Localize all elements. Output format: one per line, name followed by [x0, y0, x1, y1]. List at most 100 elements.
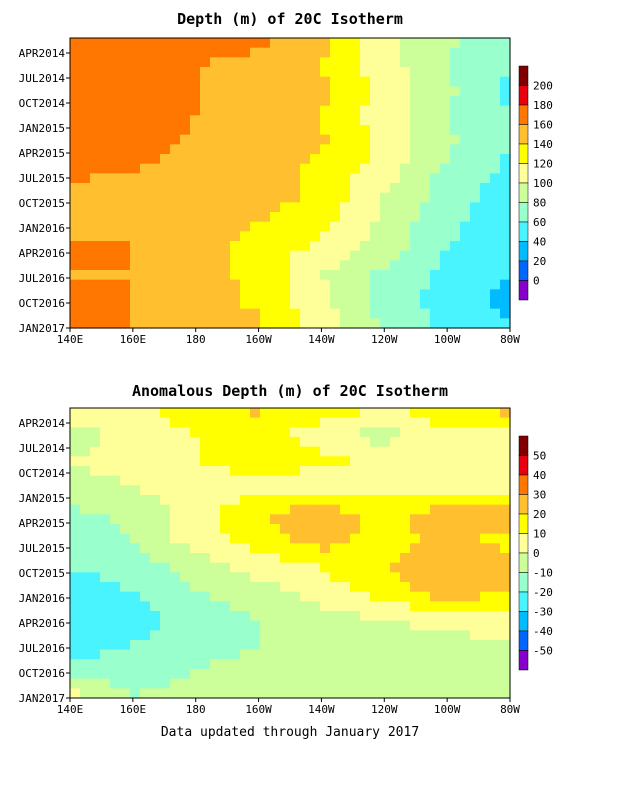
- field-cell: [490, 620, 501, 631]
- field-cell: [200, 134, 211, 145]
- field-cell: [130, 630, 141, 641]
- field-cell: [260, 562, 271, 573]
- field-cell: [110, 279, 121, 290]
- field-cell: [130, 640, 141, 651]
- field-cell: [310, 86, 321, 97]
- field-cell: [170, 202, 181, 213]
- field-cell: [360, 279, 371, 290]
- field-cell: [100, 659, 111, 670]
- field-cell: [120, 67, 131, 78]
- field-cell: [290, 134, 301, 145]
- field-cell: [410, 437, 421, 448]
- field-cell: [350, 466, 361, 477]
- field-cell: [400, 154, 411, 165]
- field-cell: [70, 659, 81, 670]
- field-cell: [320, 533, 331, 544]
- field-cell: [320, 279, 331, 290]
- field-cell: [190, 601, 201, 612]
- field-cell: [350, 183, 361, 194]
- field-cell: [500, 611, 511, 622]
- field-cell: [70, 591, 81, 602]
- field-cell: [300, 57, 311, 68]
- field-cell: [270, 38, 281, 49]
- field-cell: [170, 183, 181, 194]
- field-cell: [330, 417, 341, 428]
- field-cell: [450, 620, 461, 631]
- field-cell: [430, 572, 441, 583]
- field-cell: [460, 279, 471, 290]
- field-cell: [190, 591, 201, 602]
- field-cell: [400, 221, 411, 232]
- field-cell: [240, 553, 251, 564]
- field-cell: [190, 495, 201, 506]
- field-cell: [70, 688, 81, 699]
- field-cell: [240, 270, 251, 281]
- field-cell: [150, 408, 161, 419]
- field-cell: [220, 67, 231, 78]
- field-cell: [150, 231, 161, 242]
- field-cell: [150, 163, 161, 174]
- field-cell: [200, 669, 211, 680]
- field-cell: [80, 582, 91, 593]
- field-cell: [420, 533, 431, 544]
- field-cell: [270, 417, 281, 428]
- field-cell: [500, 456, 511, 467]
- field-cell: [120, 47, 131, 58]
- field-cell: [180, 475, 191, 486]
- field-cell: [410, 202, 421, 213]
- field-cell: [400, 241, 411, 252]
- field-cell: [450, 456, 461, 467]
- field-cell: [290, 173, 301, 184]
- field-cell: [230, 241, 241, 252]
- field-cell: [430, 221, 441, 232]
- field-cell: [490, 202, 501, 213]
- field-cell: [400, 308, 411, 319]
- field-cell: [420, 105, 431, 116]
- field-cell: [200, 533, 211, 544]
- field-cell: [280, 231, 291, 242]
- field-cell: [110, 524, 121, 535]
- field-cell: [490, 659, 501, 670]
- field-cell: [400, 270, 411, 281]
- field-cell: [210, 514, 221, 525]
- field-cell: [240, 173, 251, 184]
- field-cell: [240, 669, 251, 680]
- field-cell: [300, 669, 311, 680]
- field-cell: [150, 299, 161, 310]
- field-cell: [160, 640, 171, 651]
- field-cell: [160, 533, 171, 544]
- field-cell: [180, 241, 191, 252]
- field-cell: [500, 241, 511, 252]
- field-cell: [200, 163, 211, 174]
- field-cell: [100, 231, 111, 242]
- field-cell: [410, 475, 421, 486]
- field-cell: [150, 212, 161, 223]
- legend-swatch: [518, 455, 529, 476]
- field-cell: [500, 318, 511, 329]
- field-cell: [340, 57, 351, 68]
- field-cell: [340, 611, 351, 622]
- field-cell: [400, 475, 411, 486]
- field-cell: [490, 678, 501, 689]
- field-cell: [390, 76, 401, 87]
- field-cell: [130, 649, 141, 660]
- field-cell: [170, 408, 181, 419]
- field-cell: [120, 620, 131, 631]
- field-cell: [210, 241, 221, 252]
- field-cell: [140, 659, 151, 670]
- field-cell: [300, 154, 311, 165]
- field-cell: [500, 38, 511, 49]
- field-cell: [450, 504, 461, 515]
- field-cell: [390, 231, 401, 242]
- field-cell: [460, 659, 471, 670]
- field-cell: [490, 192, 501, 203]
- field-cell: [380, 173, 391, 184]
- field-cell: [390, 485, 401, 496]
- field-cell: [320, 47, 331, 58]
- field-cell: [100, 57, 111, 68]
- field-cell: [330, 250, 341, 261]
- field-cell: [410, 562, 421, 573]
- field-cell: [330, 437, 341, 448]
- field-cell: [150, 649, 161, 660]
- field-cell: [380, 308, 391, 319]
